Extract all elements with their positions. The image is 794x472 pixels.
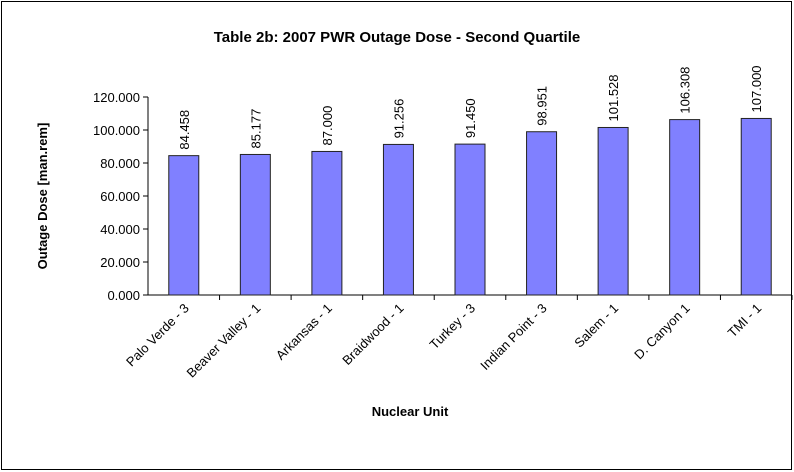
y-tick-label: 100.000 — [93, 123, 140, 138]
y-tick-label: 60.000 — [100, 189, 140, 204]
bar — [526, 131, 558, 296]
value-label: 87.000 — [320, 106, 335, 146]
bar — [239, 153, 271, 296]
value-label: 106.308 — [678, 67, 693, 114]
bar — [454, 143, 486, 296]
y-tick-label: 80.000 — [100, 156, 140, 171]
bar — [168, 155, 200, 296]
value-label: 85.177 — [248, 109, 263, 149]
bar — [382, 143, 414, 296]
bar — [740, 117, 772, 296]
value-label: 101.528 — [606, 74, 621, 121]
y-tick-label: 120.000 — [93, 90, 140, 105]
y-tick-label: 0.000 — [107, 288, 140, 303]
value-label: 98.951 — [535, 86, 550, 126]
y-tick-label: 40.000 — [100, 222, 140, 237]
y-axis-label: Outage Dose [man.rem] — [35, 123, 50, 270]
chart-title: Table 2b: 2007 PWR Outage Dose - Second … — [214, 29, 580, 46]
x-axis-label: Nuclear Unit — [372, 404, 449, 419]
value-label: 91.256 — [391, 99, 406, 139]
bar — [311, 150, 343, 296]
value-label: 84.458 — [177, 110, 192, 150]
bar — [669, 119, 701, 296]
y-tick-label: 20.000 — [100, 255, 140, 270]
value-label: 91.450 — [463, 98, 478, 138]
value-label: 107.000 — [749, 65, 764, 112]
bar — [597, 126, 629, 296]
